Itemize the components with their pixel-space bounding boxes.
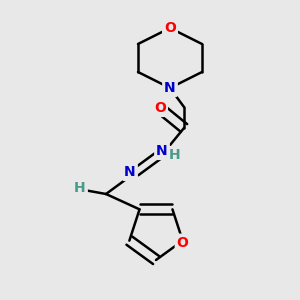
Text: O: O <box>164 21 176 35</box>
Text: H: H <box>74 181 86 195</box>
Text: O: O <box>177 236 189 250</box>
Text: O: O <box>154 101 166 115</box>
Text: N: N <box>124 165 136 179</box>
Text: N: N <box>164 81 176 95</box>
Text: H: H <box>169 148 181 162</box>
Text: N: N <box>156 144 168 158</box>
